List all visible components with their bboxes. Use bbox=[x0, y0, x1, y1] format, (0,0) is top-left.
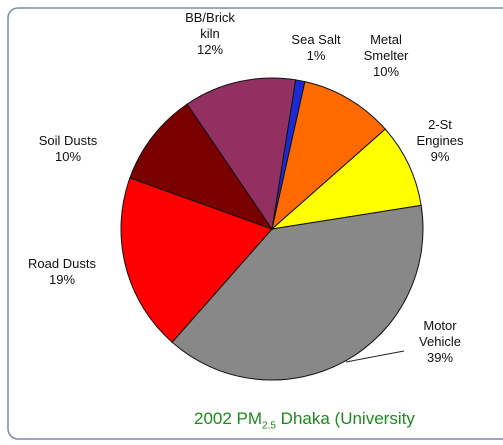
slice-label: Sea Salt 1% bbox=[281, 32, 351, 64]
category-label: Motor Vehicle bbox=[419, 318, 461, 349]
value-label: 39% bbox=[426, 350, 454, 365]
value-label: 1% bbox=[306, 48, 326, 63]
slice bbox=[120, 177, 273, 343]
frame bbox=[7, 7, 503, 440]
slice-label: BB/Brick kiln 12% bbox=[175, 10, 245, 58]
chart-title: 2002 PM2.5 Dhaka (University bbox=[194, 409, 415, 431]
slice bbox=[129, 103, 274, 230]
slice bbox=[270, 128, 422, 230]
value-label: 19% bbox=[48, 272, 76, 287]
category-label: Metal Smelter bbox=[363, 32, 409, 63]
slice-label: Metal Smelter 10% bbox=[356, 32, 416, 80]
slice-label: Motor Vehicle 39% bbox=[405, 318, 475, 366]
pie bbox=[120, 77, 424, 381]
slice-label: Road Dusts 19% bbox=[17, 256, 107, 288]
slice bbox=[171, 204, 424, 381]
category-label: Sea Salt bbox=[291, 32, 341, 47]
title-subscript: 2.5 bbox=[262, 420, 276, 432]
category-label: BB/Brick kiln bbox=[185, 10, 235, 41]
slice-label: Soil Dusts 10% bbox=[23, 133, 113, 165]
category-label: 2-St Engines bbox=[416, 117, 464, 148]
category-label: Soil Dusts bbox=[38, 133, 98, 148]
category-label: Road Dusts bbox=[28, 256, 96, 271]
slice bbox=[186, 77, 297, 231]
value-label: 12% bbox=[196, 42, 224, 57]
leader-line bbox=[345, 350, 405, 363]
title-rest: Dhaka (University bbox=[275, 409, 415, 428]
value-label: 10% bbox=[54, 149, 82, 164]
value-label: 10% bbox=[372, 64, 400, 79]
value-label: 9% bbox=[430, 149, 450, 164]
slice bbox=[271, 81, 386, 231]
title-text: 2002 PM bbox=[194, 409, 263, 428]
slice-label: 2-St Engines 9% bbox=[410, 117, 470, 165]
